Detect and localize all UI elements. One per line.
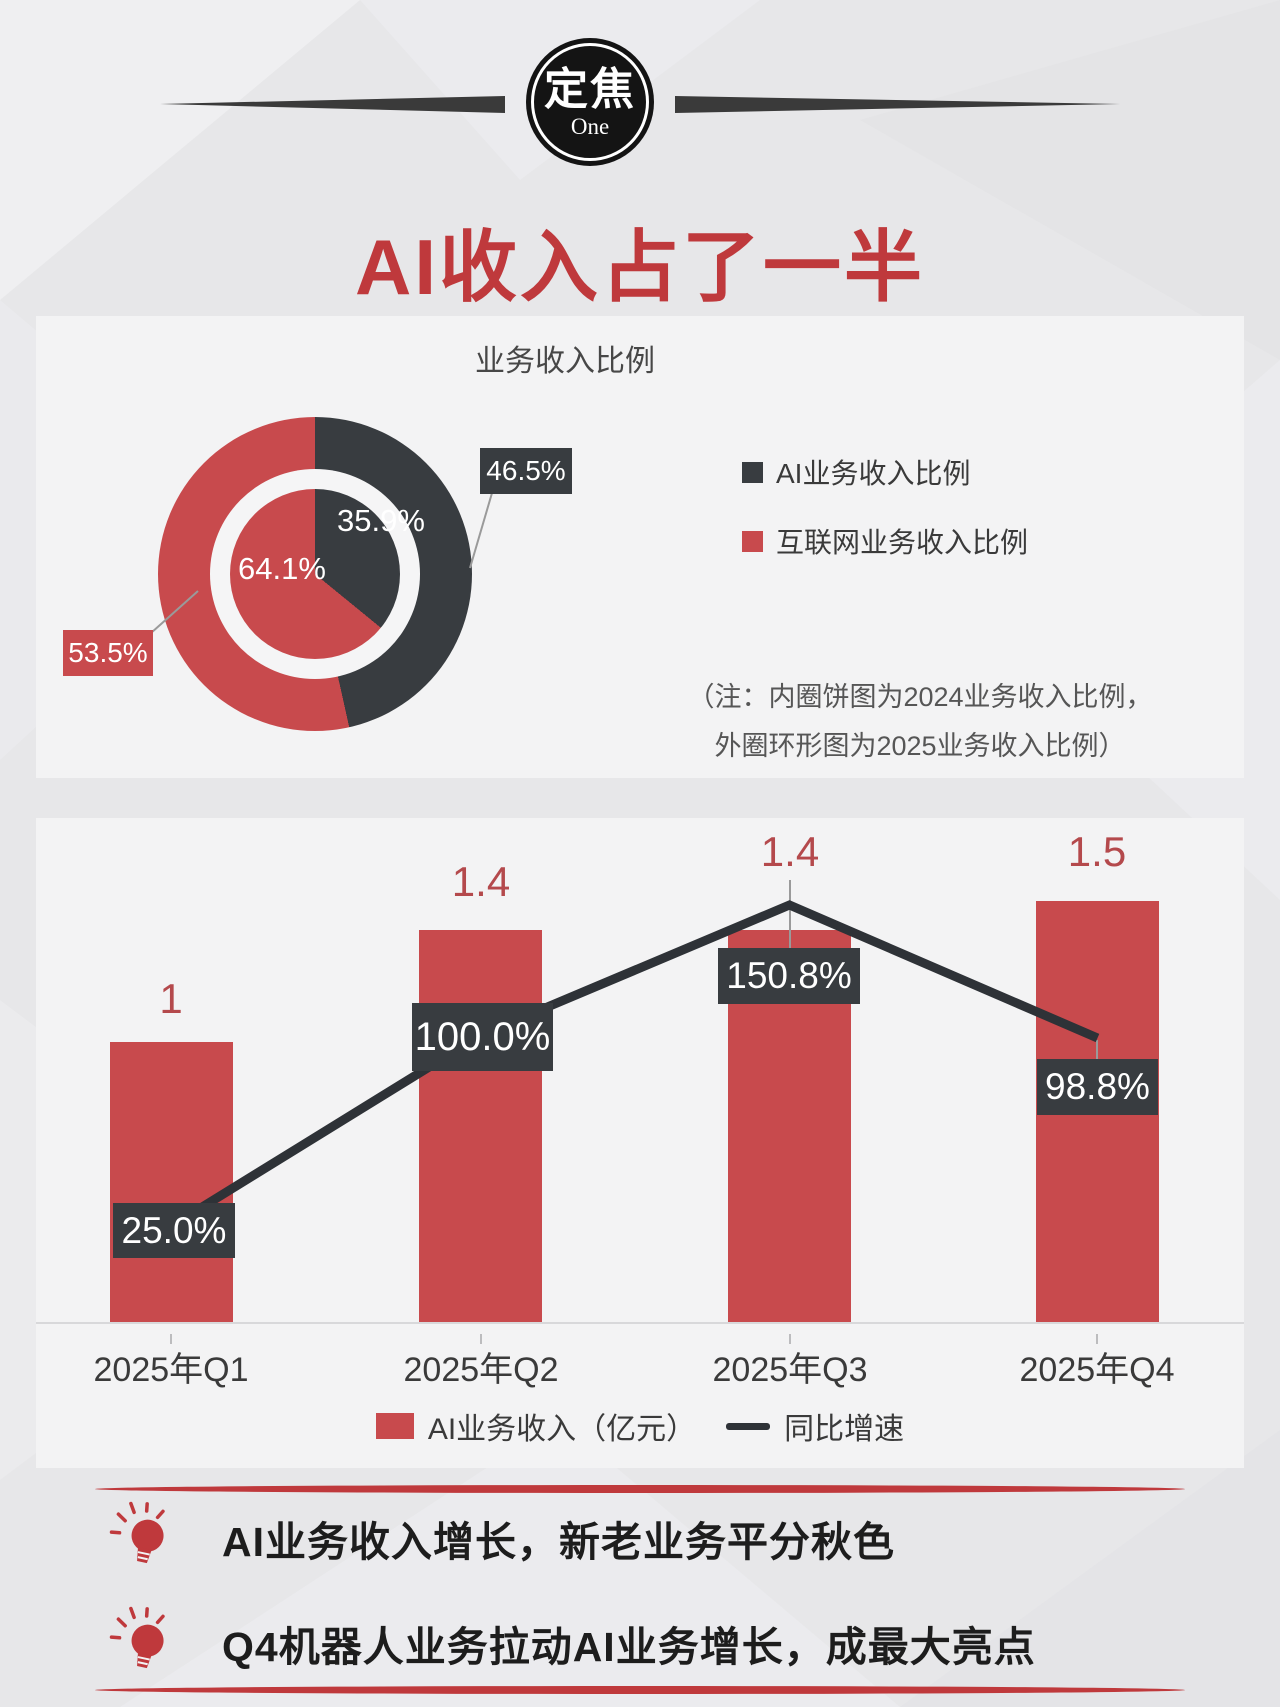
category-label: 2025年Q1 (93, 1351, 249, 1389)
outer-ring-red-callout: 53.5% (63, 630, 153, 676)
legend-item-ai: AI业务收入比例 (742, 452, 970, 492)
donut-note-line1: （注：内圈饼图为2024业务收入比例， (687, 682, 1153, 712)
insight-row-1: AI业务收入增长，新老业务平分秋色 (108, 1500, 895, 1576)
legend-item-internet: 互联网业务收入比例 (742, 521, 1028, 561)
bar-chart-legend: AI业务收入（亿元） 同比增速 (0, 1404, 1280, 1448)
insight-text-1: AI业务收入增长，新老业务平分秋色 (222, 1519, 895, 1565)
red-divider-bottom (95, 1686, 1185, 1694)
category-label: 2025年Q2 (403, 1351, 559, 1389)
legend-line-label: 同比增速 (784, 1413, 905, 1446)
lightbulb-icon (109, 1606, 165, 1669)
growth-label-box: 25.0% (113, 1203, 235, 1258)
legend-label-ai: AI业务收入比例 (776, 458, 971, 489)
insight-row-2: Q4机器人业务拉动AI业务增长，成最大亮点 (108, 1605, 1036, 1681)
x-axis-line (36, 1322, 1244, 1324)
brand-badge: 定焦 One (526, 38, 654, 166)
growth-label-box: 98.8% (1037, 1059, 1158, 1115)
left-taper-line (160, 96, 505, 113)
bar-value-label: 1.4 (451, 858, 511, 905)
legend-swatch-dark (742, 461, 763, 483)
legend-swatch-red (742, 530, 763, 552)
right-taper-line (675, 96, 1120, 113)
donut-note-line2: 外圈环形图为2025业务收入比例） (714, 731, 1126, 761)
red-divider-top (95, 1485, 1185, 1493)
legend-line-swatch (726, 1422, 771, 1430)
donut-chart-title: 业务收入比例 (475, 345, 655, 378)
revenue-bar (110, 1042, 233, 1323)
bar-value-label: 1 (159, 975, 183, 1022)
legend-bar-label: AI业务收入（亿元） (427, 1413, 697, 1446)
legend-bar-swatch (375, 1413, 414, 1439)
bar-value-label: 1.5 (1067, 828, 1127, 875)
bar-value-label: 1.4 (760, 828, 820, 875)
axis-tick (480, 1334, 482, 1344)
inner-pie-red-label: 64.1% (238, 551, 326, 586)
outer-ring-dark-callout: 46.5% (480, 448, 572, 494)
category-label: 2025年Q3 (712, 1351, 868, 1389)
badge-ring (531, 43, 649, 161)
page-title: AI收入占了一半 (354, 223, 925, 311)
axis-tick (1096, 1334, 1098, 1344)
legend-label-internet: 互联网业务收入比例 (776, 527, 1029, 558)
revenue-bar (419, 930, 542, 1323)
axis-tick (789, 1334, 791, 1344)
growth-label-box: 100.0% (412, 1003, 553, 1071)
inner-pie-dark-label: 35.9% (337, 503, 425, 538)
lightbulb-icon (109, 1501, 165, 1564)
growth-label-box: 150.8% (718, 948, 860, 1004)
insight-text-2: Q4机器人业务拉动AI业务增长，成最大亮点 (222, 1624, 1036, 1670)
category-label: 2025年Q4 (1019, 1351, 1175, 1389)
